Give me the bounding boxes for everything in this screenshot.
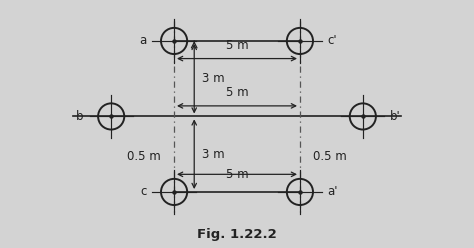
Text: a: a — [139, 34, 146, 47]
Text: 3 m: 3 m — [202, 72, 224, 85]
Text: b: b — [76, 110, 84, 123]
Text: 5 m: 5 m — [226, 38, 248, 52]
Text: 0.5 m: 0.5 m — [313, 150, 347, 163]
Text: 0.5 m: 0.5 m — [127, 150, 161, 163]
Text: c': c' — [328, 34, 337, 47]
Text: c: c — [140, 186, 146, 198]
Text: 5 m: 5 m — [226, 168, 248, 181]
Text: 5 m: 5 m — [226, 86, 248, 99]
Text: b': b' — [390, 110, 401, 123]
Text: 3 m: 3 m — [202, 148, 224, 161]
Text: Fig. 1.22.2: Fig. 1.22.2 — [197, 228, 277, 241]
Text: a': a' — [328, 186, 338, 198]
